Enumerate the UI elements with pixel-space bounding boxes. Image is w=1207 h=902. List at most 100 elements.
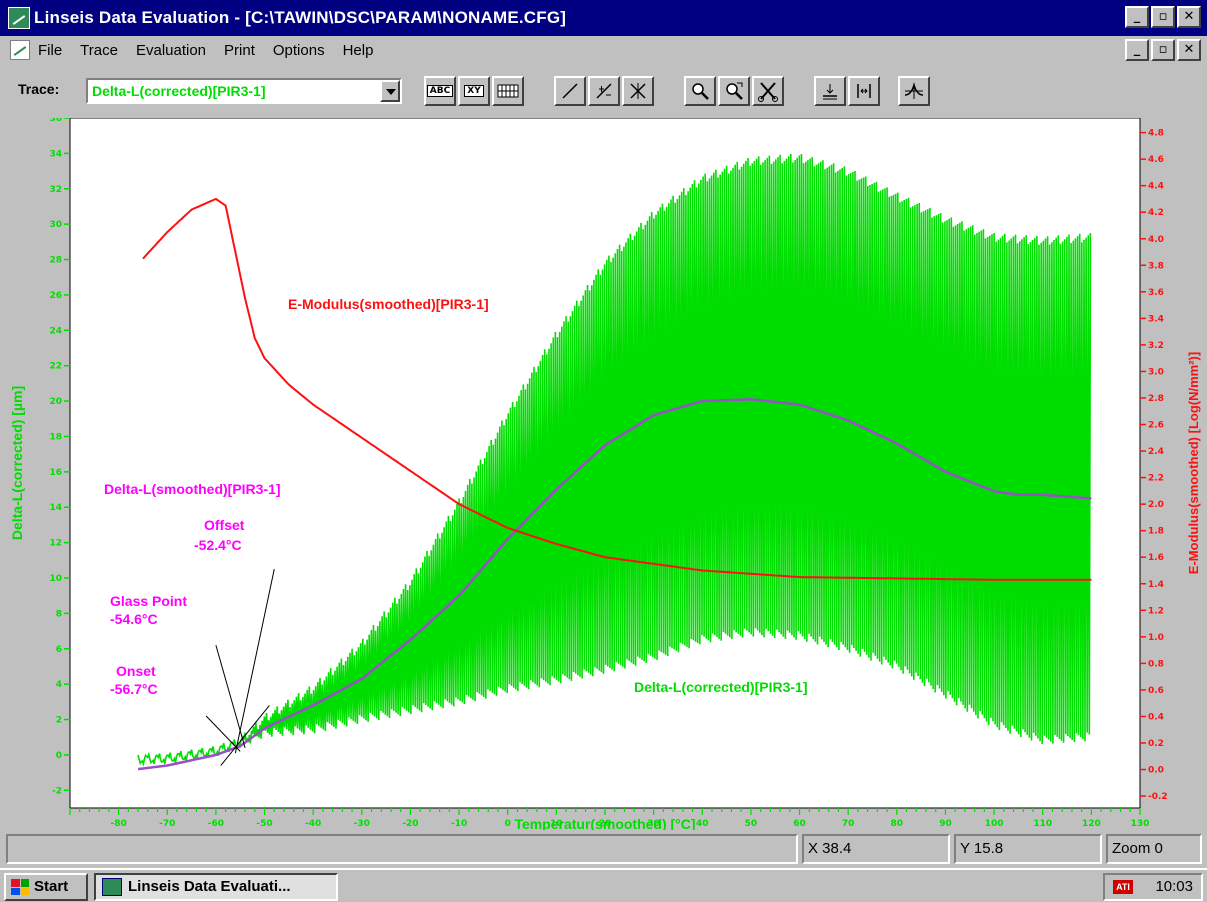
onset-tangent-line [205,715,241,752]
window-controls: _ ▫ ✕ [1125,6,1201,28]
onset-value: -56.7°C [110,681,158,697]
x-tick-label: -40 [305,819,321,829]
doc-close-button[interactable]: ✕ [1177,39,1201,61]
chart-area[interactable]: -2 0 2 4 6 8 10 12 14 16 18 20 22 24 26 28 30 32 34 36 -0.2 0… [0,118,1207,830]
x-tick-label: 110 [1033,819,1052,829]
y-right-tick-label: 0.0 [1148,766,1164,776]
x-readout: X 38.4 [802,834,950,864]
grid-button[interactable] [492,76,524,106]
y-right-tick-label: 2.2 [1148,474,1164,484]
y-right-tick-label: 1.0 [1148,633,1164,643]
x-tick-label: 50 [745,819,758,829]
y-right-tick-label: 4.0 [1148,235,1164,245]
y-left-tick-label: 0 [56,751,62,761]
y-right-tick-label: 1.6 [1148,553,1164,563]
y-left-tick-label: 28 [49,256,62,266]
title-bar: Linseis Data Evaluation - [C:\TAWIN\DSC\… [0,0,1207,36]
x-tick-label: 10 [550,819,563,829]
x-axis-title: Temperatur(smoothed) [°C] [514,816,695,830]
y-left-tick-label: 22 [49,362,62,372]
chevron-down-icon[interactable] [380,80,400,102]
ati-tray-icon[interactable]: ATI [1113,880,1133,894]
range-button[interactable] [848,76,880,106]
x-tick-label: -70 [159,819,175,829]
zoom-in-button[interactable] [684,76,716,106]
windows-logo-icon [11,879,29,895]
close-button[interactable]: ✕ [1177,6,1201,28]
menu-help[interactable]: Help [342,41,374,59]
taskbar-app-button[interactable]: Linseis Data Evaluati... [94,873,338,901]
y-left-tick-label: 10 [49,574,62,584]
x-tick-label: 20 [599,819,612,829]
y-left-tick-label: 26 [49,291,62,301]
zoom-readout: Zoom 0 [1106,834,1202,864]
offset-value: -52.4°C [194,537,242,553]
x-tick-label: 40 [696,819,709,829]
y-left-tick-label: 36 [49,118,62,124]
intersection-icon [630,83,646,99]
baseline-button[interactable] [814,76,846,106]
delta-l-smoothed-label: Delta-L(smoothed)[PIR3-1] [104,481,281,497]
taskbar-app-label: Linseis Data Evaluati... [128,878,291,895]
x-tick-label: -60 [208,819,224,829]
y-left-tick-label: 14 [49,503,62,513]
doc-minimize-button[interactable]: _ [1125,39,1149,61]
document-window-controls: _ ▫ ✕ [1125,39,1201,61]
start-button[interactable]: Start [4,873,88,901]
menu-file[interactable]: File [38,41,63,59]
y-left-axis-title: Delta-L(corrected) [µm] [9,386,25,540]
magnifier-icon [692,83,709,100]
y-right-tick-label: 0.6 [1148,686,1164,696]
glass-point-label: Glass Point [110,593,187,609]
y-left-tick-label: 4 [56,680,62,690]
y-right-axis-title: E-Modulus(smoothed) [Log(N/mm²)] [1186,352,1201,574]
x-tick-label: -10 [451,819,467,829]
x-tick-label: 60 [793,819,806,829]
taskbar: Start Linseis Data Evaluati... ATI 10:03 [0,868,1207,902]
menu-evaluation[interactable]: Evaluation [135,41,207,59]
y-left-tick-label: 30 [49,220,62,230]
y-right-tick-label: 0.8 [1148,659,1164,669]
draw-line-button[interactable] [554,76,586,106]
abc-icon: ABC [426,85,454,97]
y-left-tick-label: 16 [49,468,62,478]
app-icon [102,878,122,896]
magnifier-back-icon [726,82,743,100]
y-right-tick-label: 1.4 [1148,580,1164,590]
peak-button[interactable] [898,76,930,106]
trace-label: Trace: [18,81,60,97]
y-right-tick-label: 0.4 [1148,712,1164,722]
maximize-button[interactable]: ▫ [1151,6,1175,28]
y-right-tick-label: 3.6 [1148,288,1164,298]
y-left-tick-label: 2 [56,716,62,726]
app-icon[interactable] [8,7,30,29]
slope-button[interactable] [588,76,620,106]
offset-tangent-line [234,569,275,754]
doc-maximize-button[interactable]: ▫ [1151,39,1175,61]
y-right-tick-label: 3.4 [1148,314,1164,324]
y-right-tick-label: 3.0 [1148,367,1164,377]
intersection-button[interactable] [622,76,654,106]
y-left-tick-label: 12 [49,539,62,549]
minimize-button[interactable]: _ [1125,6,1149,28]
cut-button[interactable] [752,76,784,106]
y-right-tick-label: 2.0 [1148,500,1164,510]
x-tick-label: 90 [939,819,952,829]
system-tray: ATI 10:03 [1103,873,1203,901]
x-tick-label: -20 [402,819,418,829]
document-icon[interactable] [10,40,30,60]
onset-label: Onset [116,663,156,679]
baseline-icon [823,84,837,100]
xy-readout-button[interactable]: XY [458,76,490,106]
y-right-tick-label: 2.4 [1148,447,1164,457]
xy-icon: XY [464,85,484,97]
menu-options[interactable]: Options [272,41,325,59]
y-left-tick-label: 18 [49,432,62,442]
trace-dropdown[interactable]: Delta-L(corrected)[PIR3-1] [86,78,402,104]
zoom-undo-button[interactable] [718,76,750,106]
y-right-tick-label: 3.8 [1148,261,1164,271]
text-label-button[interactable]: ABC [424,76,456,106]
menu-trace[interactable]: Trace [80,41,118,59]
chart-svg[interactable]: -2024681012141618202224262830323436-0.20… [0,118,1207,830]
menu-print[interactable]: Print [224,41,255,59]
